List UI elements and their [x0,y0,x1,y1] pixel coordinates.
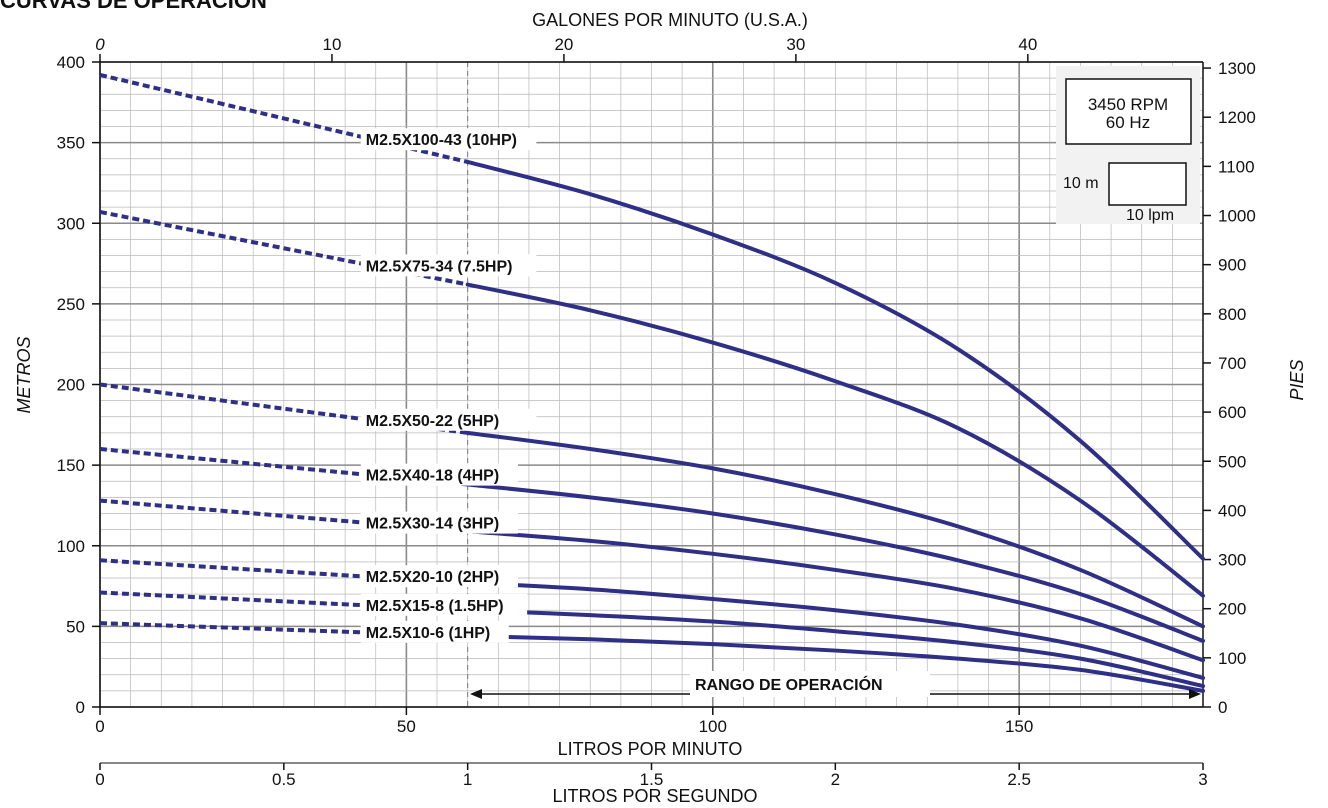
right-axis-tick-label: 800 [1218,305,1246,324]
left-axis-tick-label: 150 [57,456,85,475]
operating-range-label-bg [690,671,930,697]
lps-axis-tick-label: 0.5 [272,770,296,789]
series-label: M2.5X15-8 (1.5HP) [366,598,504,615]
right-axis-tick-label: 500 [1218,452,1246,471]
right-axis-tick-label: 0 [1218,698,1227,717]
series-label: M2.5X50-22 (5HP) [366,413,499,430]
series-line [465,282,1205,598]
scale-box: 10 m 10 lpm [1063,162,1187,224]
hz-text: 60 Hz [1106,113,1150,132]
rpm-text: 3450 RPM [1088,95,1168,114]
left-axis-tick-label: 350 [57,134,85,153]
right-axis-tick-label: 1200 [1218,108,1256,127]
lps-axis-tick-label: 1.5 [640,770,664,789]
series-label-background [360,463,518,486]
series-line [465,430,1205,629]
series-label: M2.5X100-43 (10HP) [366,132,517,149]
left-axis-tick-label: 400 [57,53,85,72]
right-axis-tick-label: 1100 [1218,157,1255,176]
series-line-dashed [99,209,469,287]
operating-range: RANGO DE OPERACIÓN [470,671,1201,699]
top-axis-tick-label: 20 [554,35,573,54]
series-line [465,608,1205,689]
left-axis-tick-label: 250 [57,295,85,314]
right-axis-tick-label: 100 [1218,649,1246,668]
lps-axis-tick-label: 2 [831,770,840,789]
series-label-background [360,408,537,431]
lps-axis-tick-label: 0 [95,770,104,789]
series-line-dashed [99,72,469,164]
series-line [465,634,1205,693]
series-label: M2.5X30-14 (3HP) [366,516,499,533]
series-label: M2.5X75-34 (7.5HP) [366,258,513,275]
series-label-background [360,511,518,534]
bottom-axis-label: LITROS POR MINUTO [558,739,743,759]
operating-range-arrowhead-right [1189,689,1201,699]
chart-title: CURVAS DE OPERACIÓN [0,0,267,13]
right-axis-tick-label: 1300 [1218,59,1256,78]
scale-vertical-label: 10 m [1063,175,1099,192]
series-label-background [360,565,518,588]
series-label-background [360,128,537,151]
left-axis-tick-label: 200 [57,376,85,395]
series-label: M2.5X10-6 (1HP) [366,625,491,642]
top-axis-tick-label: 10 [323,35,342,54]
series-layer [99,72,1205,693]
right-axis-tick-label: 700 [1218,354,1246,373]
operating-range-label: RANGO DE OPERACIÓN [695,675,883,694]
series-line [465,159,1205,561]
series-labels: M2.5X100-43 (10HP) M2.5X75-34 (7.5HP) M2.5… [360,128,537,643]
top-axis-tick-label: 0 [95,35,105,54]
operating-range-arrowhead-left [470,689,482,699]
top-axis-label: GALONES POR MINUTO (U.S.A.) [532,10,808,30]
right-axis-tick-label: 200 [1218,600,1246,619]
series-label-background [360,620,509,643]
lps-axis-tick-label: 3 [1198,770,1207,789]
lps-axis-tick-label: 2.5 [1007,770,1031,789]
right-axis-tick-label: 900 [1218,256,1246,275]
bottom-axis-tick-label: 0 [95,717,104,736]
rpm-info-box: 3450 RPM 60 Hz [1065,78,1192,145]
top-axis-tick-label: 40 [1018,35,1037,54]
right-axis-tick-label: 1000 [1218,207,1256,226]
left-axis-label: METROS [14,336,34,413]
right-axis-tick-label: 300 [1218,551,1246,570]
left-axis-tick-label: 300 [57,214,85,233]
bottom-axis-tick-label: 50 [397,717,416,736]
right-axis-label: PIES [1287,359,1307,400]
series-line [465,529,1205,663]
right-axis-tick-label: 400 [1218,501,1246,520]
series-label: M2.5X20-10 (2HP) [366,569,499,586]
scale-horizontal-label: 10 lpm [1126,207,1174,224]
top-axis-tick-label: 30 [786,35,805,54]
series-label-background [360,254,537,277]
left-axis-tick-label: 0 [76,698,85,717]
series-line [465,580,1205,680]
series-label: M2.5X40-18 (4HP) [366,468,499,485]
left-axis-tick-label: 50 [66,617,85,636]
lps-axis-label: LITROS POR SEGUNDO [552,786,757,806]
series-line [465,482,1205,643]
lps-axis-tick-label: 1 [463,770,472,789]
bottom-axis-tick-label: 150 [1005,717,1033,736]
right-axis-tick-label: 600 [1218,403,1246,422]
grid [99,61,1204,708]
series-label-background [360,593,528,616]
bottom-axis-tick-label: 100 [699,717,727,736]
left-axis-tick-label: 100 [57,537,85,556]
axes: 050100150200250300350400METROS0100200300… [14,10,1307,806]
